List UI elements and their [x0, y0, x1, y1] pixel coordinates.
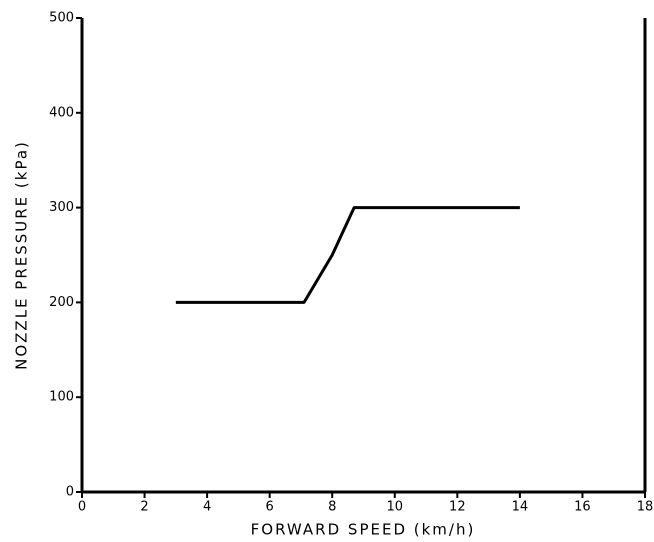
x-tick-label: 4 [203, 500, 211, 515]
x-tick-label: 6 [266, 500, 274, 515]
y-tick-label: 500 [49, 11, 74, 26]
y-tick-label: 200 [49, 295, 74, 310]
x-tick-label: 16 [574, 500, 591, 515]
y-tick-label: 100 [49, 390, 74, 405]
x-tick-label: 12 [449, 500, 466, 515]
y-axis-title: NOZZLE PRESSURE (kPa) [13, 140, 31, 370]
y-tick-label: 300 [49, 200, 74, 215]
x-tick-label: 8 [328, 500, 336, 515]
x-tick-label: 10 [387, 500, 404, 515]
x-tick-label: 0 [78, 500, 86, 515]
x-tick-label: 18 [637, 500, 654, 515]
y-tick-label: 0 [66, 485, 74, 500]
x-axis-title: FORWARD SPEED (km/h) [251, 521, 476, 539]
line [175, 206, 520, 304]
x-tick-label: 14 [512, 500, 529, 515]
x-tick-label: 2 [140, 500, 148, 515]
y-tick-label: 400 [49, 105, 74, 120]
